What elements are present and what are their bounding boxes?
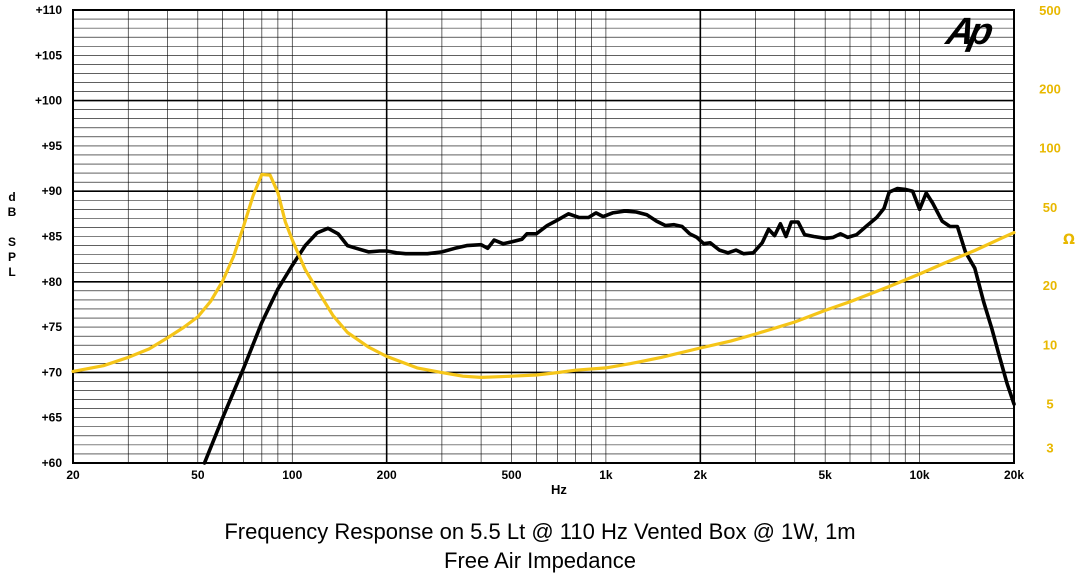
y2-tick-label: 500 [1039,3,1061,18]
x-tick-label: 1k [599,468,613,482]
y-tick-label: +75 [42,320,63,334]
x-axis-label: Hz [551,482,567,497]
y-axis-label: d B S P L [8,190,17,279]
y-tick-label: +100 [35,94,62,108]
left-axis-tick-labels: +110 +105 +100 +95 +90 +85 +80 +75 +70 +65 +60 [35,3,62,470]
right-axis-unit-label: Ω [1063,232,1075,248]
x-tick-label: 500 [501,468,521,482]
chart-title: Frequency Response on 5.5 Lt @ 110 Hz Ve… [224,519,856,544]
y-tick-label: +60 [42,456,63,470]
x-tick-label: 20k [1004,468,1024,482]
y-axis-label-line-2: B [8,205,17,219]
x-tick-label: 5k [818,468,832,482]
right-axis-tick-labels: 500 200 100 50 20 10 5 3 [1039,3,1061,455]
series-layer [71,172,1016,465]
y2-tick-label: 3 [1046,440,1053,455]
frequency-response-chart: +110 +105 +100 +95 +90 +85 +80 +75 +70 +65 +60 500… [0,0,1080,520]
chart-background [0,0,1080,520]
y-tick-label: +105 [35,48,62,62]
y-axis-label-line-3: S [8,235,16,249]
y2-tick-label: 100 [1039,141,1061,156]
y-tick-label: +65 [42,411,63,425]
x-tick-label: 10k [910,468,930,482]
x-tick-label: 50 [191,468,205,482]
y2-tick-label: 5 [1046,397,1053,412]
y2-tick-label: 10 [1043,337,1057,352]
y2-tick-label: 20 [1043,278,1057,293]
x-tick-label: 100 [282,468,302,482]
y-axis-label-line-1: d [8,190,15,204]
minor-grid [72,10,1015,463]
y-tick-label: +90 [42,184,63,198]
y-tick-label: +110 [36,3,63,17]
y2-tick-label: 50 [1043,200,1057,215]
y-axis-label-line-4: P [8,250,16,264]
chart-subtitle: Free Air Impedance [444,548,636,573]
x-tick-label: 2k [694,468,708,482]
x-tick-label: 200 [377,468,397,482]
plot-frame [72,9,1015,464]
impedance-curve [71,172,1016,379]
y-tick-label: +80 [42,275,63,289]
spl-response-curve [202,186,1016,465]
y-tick-label: +95 [42,139,63,153]
y-axis-label-line-5: L [8,265,15,279]
x-axis-tick-labels: 20 50 100 200 500 1k 2k 5k 10k 20k [66,468,1024,482]
y2-tick-label: 200 [1039,81,1061,96]
x-tick-label: 20 [66,468,80,482]
y-tick-label: +70 [42,365,63,379]
y-tick-label: +85 [42,230,63,244]
